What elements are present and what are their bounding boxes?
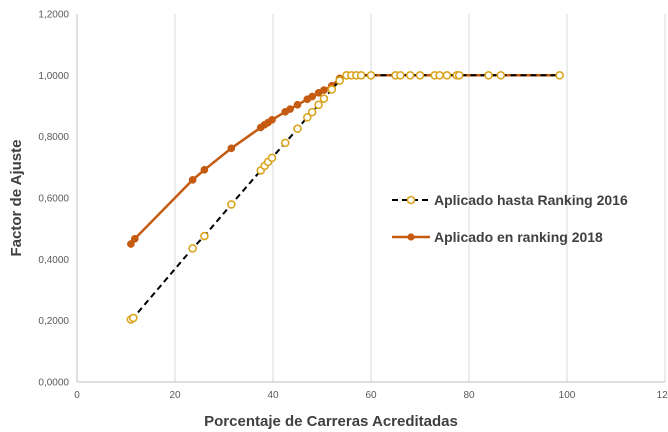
data-point <box>366 71 376 80</box>
data-point <box>396 71 405 80</box>
data-point <box>307 107 317 117</box>
data-point <box>293 124 302 133</box>
x-tick-label: 60 <box>365 390 377 401</box>
data-point <box>227 200 236 209</box>
x-tick-label: 40 <box>267 390 279 401</box>
y-tick-label: 0,8000 <box>38 132 69 143</box>
series-layer <box>126 71 564 324</box>
data-point <box>442 71 452 80</box>
y-tick-label: 0,0000 <box>38 378 69 389</box>
data-point <box>293 100 302 109</box>
legend-item: Aplicado hasta Ranking 2016 <box>392 192 628 208</box>
data-point <box>319 94 329 103</box>
y-tick-label: 0,2000 <box>38 316 69 327</box>
legend-label: Aplicado hasta Ranking 2016 <box>434 192 628 208</box>
data-point <box>320 86 328 94</box>
series-1 <box>126 71 564 324</box>
data-point <box>267 153 277 163</box>
x-tick-label: 0 <box>74 390 80 401</box>
data-point <box>314 100 323 110</box>
x-tick-label: 120 <box>657 390 668 401</box>
y-tick-label: 0,4000 <box>38 255 69 266</box>
data-point <box>302 113 312 122</box>
legend-label: Aplicado en ranking 2018 <box>434 229 603 245</box>
data-point <box>286 105 294 113</box>
data-point <box>200 165 209 174</box>
y-tick-labels: 0,0000 0,2000 0,4000 0,6000 0,8000 1,0000 1,20… <box>38 10 69 389</box>
x-tick-label: 20 <box>169 390 181 401</box>
y-tick-label: 1,0000 <box>38 71 69 82</box>
data-point <box>188 176 197 184</box>
data-point <box>200 231 209 241</box>
data-point <box>356 71 366 80</box>
data-point <box>188 243 197 253</box>
data-point <box>280 138 290 148</box>
data-point <box>129 313 138 323</box>
data-point <box>454 71 464 80</box>
legend-marker <box>406 195 416 205</box>
data-point <box>484 71 493 80</box>
data-point <box>127 240 135 248</box>
legend-item: Aplicado en ranking 2018 <box>392 229 603 245</box>
legend-marker <box>407 233 415 241</box>
y-tick-label: 1,2000 <box>38 10 69 21</box>
data-point <box>308 92 317 101</box>
x-tick-label: 80 <box>463 390 475 401</box>
x-tick-label: 100 <box>559 390 576 401</box>
data-point <box>130 234 139 243</box>
x-axis-label: Porcentaje de Carreras Acreditadas <box>204 413 458 430</box>
data-point <box>268 115 276 124</box>
x-tick-labels: 0 20 40 60 80 100 120 <box>74 390 668 401</box>
axes <box>76 14 665 383</box>
data-point <box>405 71 415 80</box>
data-point <box>327 85 337 94</box>
legend: Aplicado hasta Ranking 2016 Aplicado en r… <box>392 192 628 245</box>
y-tick-label: 0,6000 <box>38 194 69 205</box>
data-point <box>227 144 236 153</box>
data-point <box>555 71 564 80</box>
data-point <box>496 71 506 80</box>
data-point <box>435 71 444 80</box>
data-point <box>415 71 425 80</box>
data-point <box>335 76 344 85</box>
y-axis-label: Factor de Ajuste <box>8 140 25 257</box>
